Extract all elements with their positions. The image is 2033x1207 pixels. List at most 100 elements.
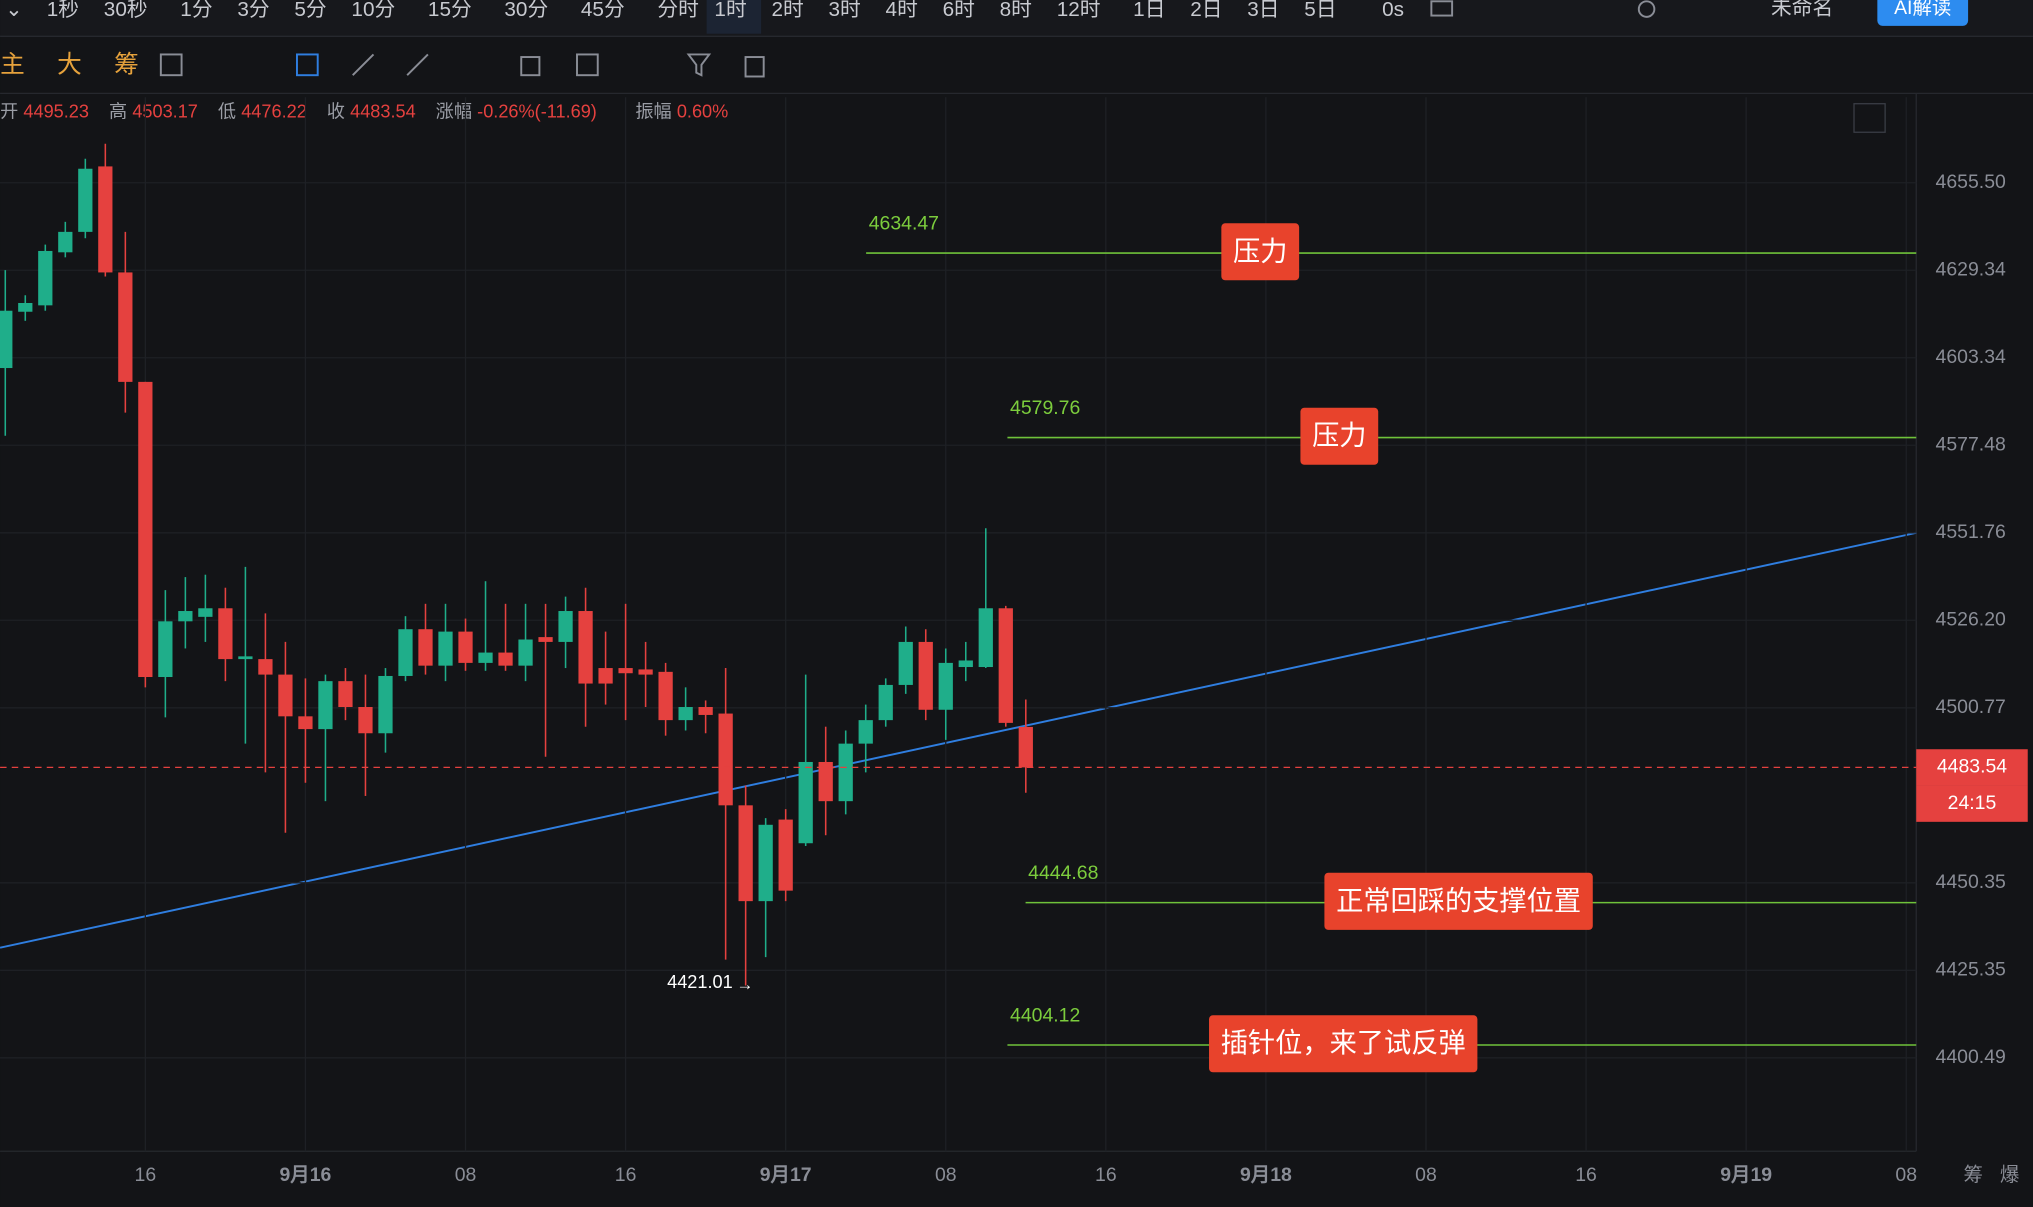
candle-body: [178, 611, 193, 622]
interval-tab[interactable]: 6时: [943, 0, 975, 21]
candle-body: [418, 629, 433, 666]
interval-tab[interactable]: 30秒: [104, 0, 148, 21]
interval-tab[interactable]: 12时: [1057, 0, 1101, 21]
tool-icon[interactable]: [159, 53, 183, 77]
x-tick-label: 9月17: [760, 1164, 812, 1186]
candle-body: [498, 652, 513, 666]
interval-tab[interactable]: 5分: [294, 0, 326, 21]
interval-tab[interactable]: 30分: [504, 0, 548, 21]
toolbar-icons: [159, 0, 1656, 78]
fullscreen-icon[interactable]: [1853, 103, 1886, 133]
candle-body: [78, 168, 93, 232]
x-tick-label: 16: [135, 1164, 157, 1186]
tool-label[interactable]: 大: [57, 51, 82, 79]
info-label: 振幅: [635, 102, 671, 122]
dropdown-icon[interactable]: ⌄: [5, 0, 22, 21]
candle-body: [958, 660, 973, 668]
interval-tab[interactable]: 45分: [581, 0, 625, 21]
candle-body: [678, 707, 693, 721]
interval-tab[interactable]: 3分: [237, 0, 269, 21]
candle-body: [438, 631, 453, 666]
x-tick-label: 08: [1895, 1164, 1917, 1186]
candle-body: [938, 662, 953, 710]
candle-body: [478, 652, 493, 663]
candle-body: [198, 608, 213, 617]
trash-icon[interactable]: [744, 56, 765, 78]
interval-tab[interactable]: 1秒: [47, 0, 79, 21]
layout-name[interactable]: 未命名: [1771, 0, 1833, 20]
candle-body: [658, 671, 673, 721]
y-tick-label: 4629.34: [1936, 258, 2006, 280]
candle-body: [458, 631, 473, 663]
tool-icon[interactable]: [576, 53, 599, 77]
info-value: 4495.23: [23, 102, 89, 122]
tool-label[interactable]: 筹: [114, 51, 139, 79]
corner-label[interactable]: 筹: [1964, 1164, 1983, 1186]
candle-body: [358, 707, 373, 734]
candle-body: [98, 166, 113, 273]
candle-body: [838, 743, 853, 802]
candle-body: [998, 608, 1013, 723]
tool-icon[interactable]: [352, 53, 375, 76]
interval-tab[interactable]: 2日: [1190, 0, 1222, 21]
interval-tab[interactable]: 3时: [829, 0, 861, 21]
info-value: 4503.17: [132, 102, 198, 122]
x-tick-label: 9月19: [1720, 1164, 1772, 1186]
current-price-label: 4483.54: [1937, 756, 2007, 778]
interval-tab[interactable]: 1时: [714, 0, 746, 21]
x-tick-label: 16: [1095, 1164, 1117, 1186]
tool-icon[interactable]: [295, 53, 319, 77]
active-tab-bg: [706, 0, 762, 34]
interval-tab[interactable]: 5日: [1304, 0, 1336, 21]
candle-body: [758, 824, 773, 902]
level-value: 4444.68: [1028, 862, 1098, 884]
interval-tab[interactable]: 2时: [771, 0, 803, 21]
info-value: 4483.54: [350, 102, 416, 122]
interval-tab[interactable]: 10分: [351, 0, 395, 21]
candle-body: [558, 611, 573, 642]
tool-label[interactable]: 主: [0, 51, 25, 79]
camera-icon[interactable]: [1430, 0, 1454, 17]
ai-button[interactable]: AI解读: [1894, 0, 1951, 19]
candle-body: [598, 668, 613, 684]
candle-body: [1018, 726, 1033, 768]
candle-body: [898, 641, 913, 685]
settings-icon[interactable]: [1637, 0, 1656, 18]
candle-body: [318, 681, 333, 730]
interval-tab[interactable]: 3日: [1247, 0, 1279, 21]
ai-button-bg[interactable]: [1877, 0, 1969, 26]
top-bar: [0, 0, 2033, 37]
filter-icon[interactable]: [686, 53, 712, 77]
candle-body: [518, 639, 533, 666]
candle-body: [878, 684, 893, 721]
y-tick-label: 4551.76: [1936, 521, 2006, 543]
interval-tab[interactable]: 分时: [657, 0, 698, 21]
y-tick-label: 4526.20: [1936, 608, 2006, 630]
candle-body: [698, 707, 713, 715]
tool-icon[interactable]: [406, 53, 429, 76]
x-tick-label: 9月18: [1240, 1164, 1292, 1186]
interval-tab[interactable]: 15分: [428, 0, 472, 21]
candle-body: [158, 621, 173, 678]
y-tick-label: 4500.77: [1936, 696, 2006, 718]
info-label: 低: [218, 102, 236, 122]
interval-tab[interactable]: 1分: [180, 0, 212, 21]
x-tick-label: 08: [935, 1164, 957, 1186]
candle-body: [398, 629, 413, 676]
corner-label[interactable]: 爆: [2000, 1164, 2019, 1186]
info-value: 4476.22: [241, 102, 307, 122]
candle-body: [298, 716, 313, 730]
x-tick-label: 08: [1415, 1164, 1437, 1186]
info-label: 涨幅: [436, 102, 472, 122]
tool-icon[interactable]: [520, 56, 541, 77]
interval-tab[interactable]: 4时: [886, 0, 918, 21]
interval-tab[interactable]: 8时: [1000, 0, 1032, 21]
candle-body: [258, 659, 273, 675]
price-box: [1916, 749, 2028, 786]
candle-body: [618, 668, 633, 674]
candle-body: [218, 608, 233, 660]
interval-tab[interactable]: 1日: [1133, 0, 1165, 21]
